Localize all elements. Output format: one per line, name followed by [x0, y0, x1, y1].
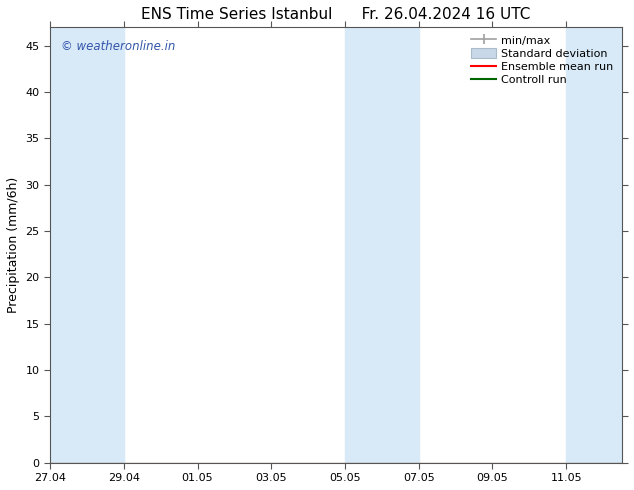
Text: © weatheronline.in: © weatheronline.in — [61, 40, 176, 53]
Bar — [382, 27, 418, 463]
Bar — [345, 27, 382, 463]
Y-axis label: Precipitation (mm/6h): Precipitation (mm/6h) — [7, 177, 20, 313]
Bar — [566, 27, 603, 463]
Legend: min/max, Standard deviation, Ensemble mean run, Controll run: min/max, Standard deviation, Ensemble me… — [469, 33, 616, 87]
Bar — [87, 27, 124, 463]
Bar — [603, 27, 621, 463]
Bar — [50, 27, 87, 463]
Title: ENS Time Series Istanbul      Fr. 26.04.2024 16 UTC: ENS Time Series Istanbul Fr. 26.04.2024 … — [141, 7, 531, 22]
